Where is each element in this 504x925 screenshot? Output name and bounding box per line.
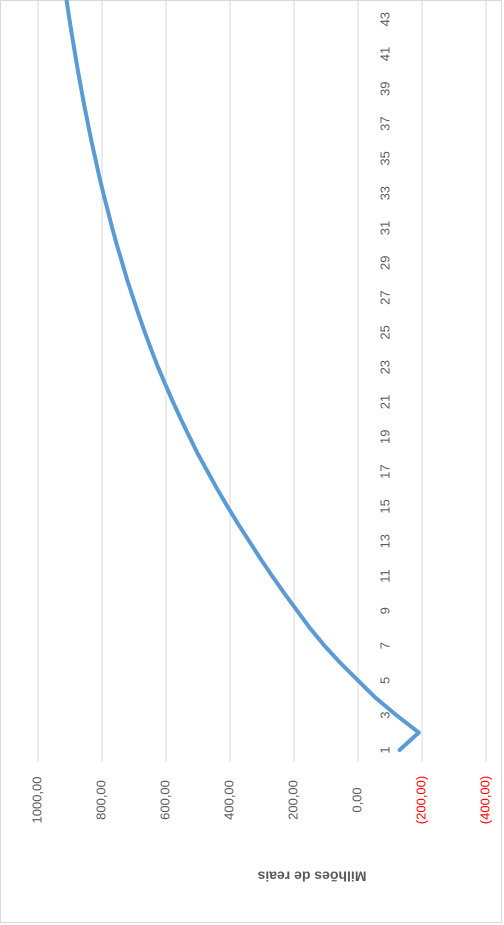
value-tick-label: 800,00	[93, 780, 108, 820]
category-tick-label: 31	[377, 221, 392, 235]
category-tick-label: 43	[377, 12, 392, 26]
category-tick-label: 11	[377, 569, 392, 583]
y-axis-title: Milhões de reais	[257, 868, 366, 884]
gridlines	[37, 0, 487, 762]
value-tick-label: 0,00	[349, 787, 364, 812]
category-tick-label: 13	[377, 534, 392, 548]
category-tick-label: 39	[377, 82, 392, 96]
category-tick-label: 7	[377, 642, 392, 649]
category-tick-label: 41	[377, 47, 392, 61]
category-tick-label: 25	[377, 325, 392, 339]
value-tick-label: (200,00)	[413, 776, 428, 824]
category-tick-label: 37	[377, 116, 392, 130]
category-tick-label: 3	[377, 712, 392, 719]
category-tick-label: 9	[377, 607, 392, 614]
value-tick-label: 200,00	[285, 780, 300, 820]
category-tick-label: 19	[377, 430, 392, 444]
category-tick-label: 33	[377, 186, 392, 200]
value-tick-label: 400,00	[221, 780, 236, 820]
category-tick-label: 1	[377, 746, 392, 753]
value-tick-label: 1000,00	[29, 777, 44, 824]
category-tick-label: 23	[377, 360, 392, 374]
value-axis-labels: 1000,00 800,00 600,00 400,00 200,00 0,00 (200,…	[29, 776, 492, 824]
category-axis-labels: 1357911131517192123252729313335373941434…	[377, 12, 392, 754]
series-line	[64, 0, 421, 752]
category-tick-label: 15	[377, 499, 392, 513]
category-tick-label: 35	[377, 151, 392, 165]
value-tick-label: 600,00	[157, 780, 172, 820]
value-tick-label: (400,00)	[477, 776, 492, 824]
category-tick-label: 17	[377, 464, 392, 478]
category-tick-label: 27	[377, 290, 392, 304]
category-tick-label: 29	[377, 256, 392, 270]
category-tick-label: 5	[377, 677, 392, 684]
category-tick-label: 21	[377, 395, 392, 409]
